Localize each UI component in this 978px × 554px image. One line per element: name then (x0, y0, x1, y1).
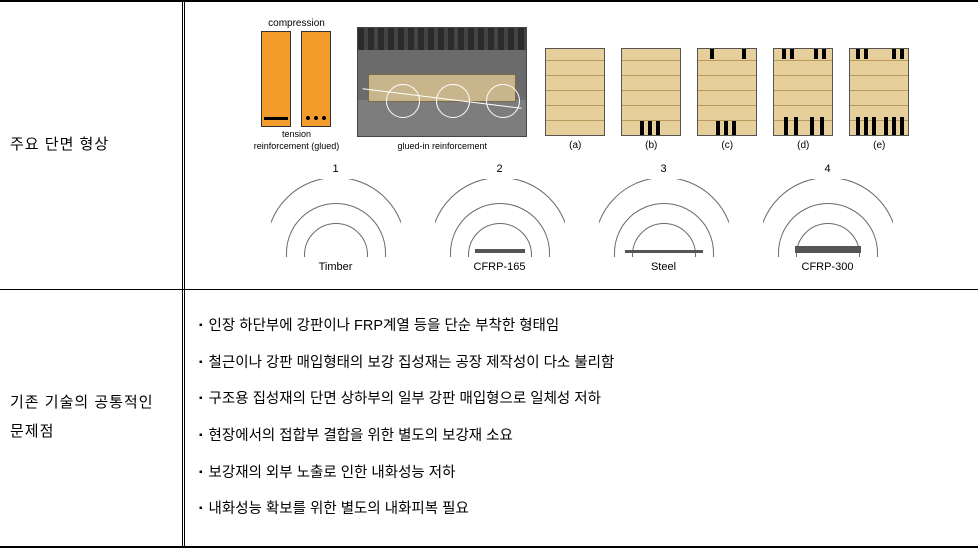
list-item: 현장에서의 접합부 결합을 위한 별도의 보강재 소요 (199, 418, 964, 455)
beam-diagram: compression tension reinforcement (glued… (254, 18, 340, 151)
arc-4-cap: CFRP-300 (802, 261, 854, 273)
problem-list: 인장 하단부에 강판이나 FRP계열 등을 단순 부착한 형태임 철근이나 강판… (199, 300, 964, 536)
row1-label: 주요 단면 형상 (0, 2, 185, 289)
arc-2: 2 CFRP-165 (435, 163, 565, 273)
panel-e-cap: (e) (873, 140, 885, 151)
panel-e: (e) (849, 48, 909, 151)
panel-grid: (a) (b) (545, 48, 909, 151)
row-problems: 기존 기술의 공통적인 문제점 인장 하단부에 강판이나 FRP계열 등을 단순… (0, 290, 978, 546)
reinforcement-label: reinforcement (glued) (254, 141, 340, 151)
arc-4-num: 4 (824, 163, 830, 175)
arc-1-num: 1 (332, 163, 338, 175)
panel-a-cap: (a) (569, 140, 581, 151)
tension-label: tension (282, 129, 311, 139)
beam-2 (301, 31, 331, 127)
panel-c-cap: (c) (721, 140, 733, 151)
panel-b-cap: (b) (645, 140, 657, 151)
arc-4: 4 CFRP-300 (763, 163, 893, 273)
arc-3: 3 Steel (599, 163, 729, 273)
panel-a: (a) (545, 48, 605, 151)
arc-2-cap: CFRP-165 (474, 261, 526, 273)
row1-content: compression tension reinforcement (glued… (185, 2, 978, 289)
panel-b: (b) (621, 48, 681, 151)
arc-3-cap: Steel (651, 261, 676, 273)
list-item: 내화성능 확보를 위한 별도의 내화피복 필요 (199, 491, 964, 528)
list-item: 철근이나 강판 매입형태의 보강 집성재는 공장 제작성이 다소 불리함 (199, 345, 964, 382)
panel-c: (c) (697, 48, 757, 151)
arc-2-num: 2 (496, 163, 502, 175)
arc-1: 1 Timber (271, 163, 401, 273)
photo-caption: glued-in reinforcement (397, 141, 487, 151)
panel-d: (d) (773, 48, 833, 151)
arc-3-num: 3 (660, 163, 666, 175)
compression-label: compression (268, 18, 325, 29)
beam-1 (261, 31, 291, 127)
spec-table: 주요 단면 형상 compression tension reinforceme… (0, 0, 978, 548)
glued-in-photo (357, 27, 527, 137)
row2-content: 인장 하단부에 강판이나 FRP계열 등을 단순 부착한 형태임 철근이나 강판… (185, 290, 978, 546)
panel-d-cap: (d) (797, 140, 809, 151)
figure-group: compression tension reinforcement (glued… (199, 12, 964, 279)
arc-row: 1 Timber 2 CFRP-165 3 Steel (199, 163, 964, 273)
arc-1-cap: Timber (319, 261, 353, 273)
row2-label: 기존 기술의 공통적인 문제점 (0, 290, 185, 546)
list-item: 보강재의 외부 노출로 인한 내화성능 저하 (199, 455, 964, 492)
list-item: 구조용 집성재의 단면 상하부의 일부 강판 매입형으로 일체성 저하 (199, 381, 964, 418)
list-item: 인장 하단부에 강판이나 FRP계열 등을 단순 부착한 형태임 (199, 308, 964, 345)
figure-top-row: compression tension reinforcement (glued… (199, 18, 964, 151)
row-cross-section: 주요 단면 형상 compression tension reinforceme… (0, 2, 978, 290)
